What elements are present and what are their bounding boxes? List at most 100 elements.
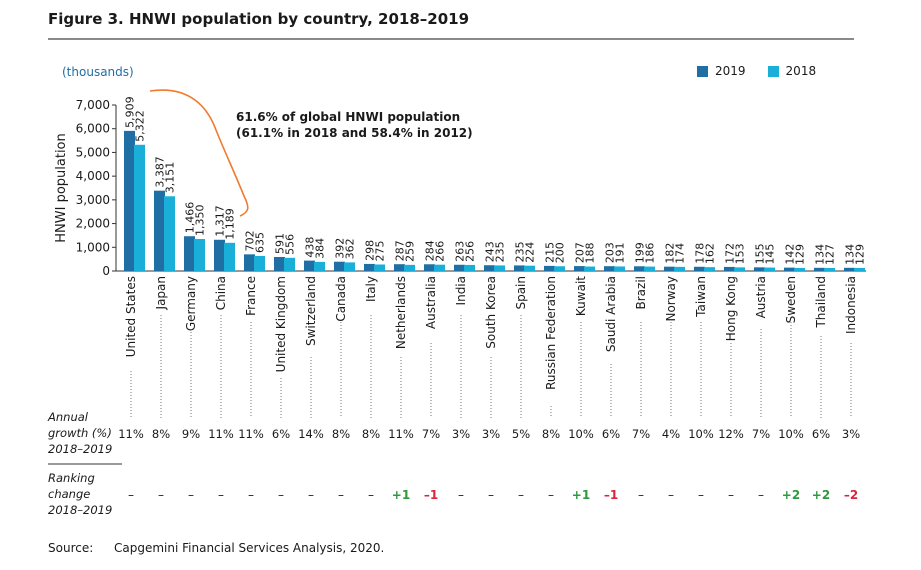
bar-2019-kuwait [574, 266, 585, 271]
bar-2018-spain [524, 265, 535, 271]
value-label-2018-sweden: 129 [794, 244, 807, 265]
value-label-2018-switzerland: 384 [314, 238, 327, 259]
value-label-2019-indonesia: 134 [844, 244, 857, 265]
value-label-2018-russian-federation: 200 [554, 242, 567, 263]
value-label-2018-italy: 275 [374, 240, 387, 261]
bar-2019-canada [334, 261, 345, 271]
value-label-2019-thailand: 134 [814, 244, 827, 265]
bar-2018-kuwait [584, 266, 595, 271]
bar-2018-italy [374, 264, 385, 271]
y-tick-label: 4,000 [76, 169, 110, 183]
units-label: (thousands) [62, 65, 134, 79]
value-label-2018-indonesia: 129 [854, 244, 867, 265]
y-tick-label: 5,000 [76, 145, 110, 159]
value-label-2019-south-korea: 243 [484, 241, 497, 262]
ranking-value-indonesia: –2 [844, 488, 858, 502]
value-label-2019-kuwait: 207 [574, 242, 587, 263]
value-label-2019-austria: 155 [754, 243, 767, 264]
bar-2018-south-korea [494, 265, 505, 271]
bar-2018-france [254, 255, 265, 271]
bar-2019-thailand [814, 267, 825, 271]
annotation-line2: (61.1% in 2018 and 58.4% in 2012) [236, 126, 473, 140]
category-label-italy: Italy [364, 276, 378, 302]
bar-2019-saudi-arabia [604, 266, 615, 271]
value-label-2018-south-korea: 235 [494, 241, 507, 262]
category-label-kuwait: Kuwait [574, 276, 588, 316]
value-label-2018-brazil: 186 [644, 243, 657, 264]
value-label-2018-australia: 266 [434, 241, 447, 262]
category-label-indonesia: Indonesia [844, 276, 858, 334]
growth-value-france: 11% [238, 427, 264, 441]
growth-value-sweden: 10% [778, 427, 804, 441]
value-label-2019-india: 263 [454, 241, 467, 262]
bar-2019-brazil [634, 266, 645, 271]
value-label-2019-italy: 298 [364, 240, 377, 261]
bar-2019-hong-kong [724, 266, 735, 271]
value-label-2019-russian-federation: 215 [544, 242, 557, 263]
ranking-value-united-states: – [128, 488, 134, 502]
bar-2019-france [244, 254, 255, 271]
ranking-value-kuwait: +1 [572, 488, 590, 502]
category-label-norway: Norway [664, 276, 678, 322]
ranking-value-taiwan: – [698, 488, 704, 502]
bar-2019-taiwan [694, 266, 705, 271]
growth-value-taiwan: 10% [688, 427, 714, 441]
value-label-2019-hong-kong: 172 [724, 243, 737, 264]
growth-value-indonesia: 3% [842, 427, 860, 441]
ranking-value-sweden: +2 [782, 488, 800, 502]
bar-2019-netherlands [394, 264, 405, 271]
growth-value-italy: 8% [362, 427, 380, 441]
bar-2018-india [464, 264, 475, 271]
bar-2019-indonesia [844, 267, 855, 271]
value-label-2018-taiwan: 162 [704, 243, 717, 264]
value-label-2019-taiwan: 178 [694, 243, 707, 264]
bar-2019-south-korea [484, 265, 495, 271]
y-tick-label: 6,000 [76, 122, 110, 136]
growth-value-south-korea: 3% [482, 427, 500, 441]
bar-2019-australia [424, 264, 435, 271]
ranking-value-italy: – [368, 488, 374, 502]
growth-value-netherlands: 11% [388, 427, 414, 441]
value-label-2019-france: 702 [244, 230, 257, 251]
ranking-value-australia: –1 [424, 488, 438, 502]
growth-value-hong-kong: 12% [718, 427, 744, 441]
ranking-value-thailand: +2 [812, 488, 830, 502]
growth-value-brazil: 7% [632, 427, 650, 441]
growth-value-saudi-arabia: 6% [602, 427, 620, 441]
ranking-label-line3: 2018–2019 [48, 503, 113, 517]
bar-2018-australia [434, 264, 445, 271]
legend-label-2018: 2018 [785, 64, 817, 78]
value-label-2018-hong-kong: 153 [734, 243, 747, 264]
growth-value-kuwait: 10% [568, 427, 594, 441]
bar-2019-switzerland [304, 260, 315, 271]
y-axis-title: HNWI population [54, 133, 69, 243]
growth-label-line1: Annual [48, 410, 88, 424]
chart-title: Figure 3. HNWI population by country, 20… [48, 10, 470, 28]
value-label-2018-thailand: 127 [824, 244, 837, 265]
category-label-hong-kong: Hong Kong [724, 276, 738, 341]
row-divider [48, 463, 122, 465]
category-label-brazil: Brazil [634, 276, 648, 310]
growth-value-russian-federation: 8% [542, 427, 560, 441]
value-label-2018-saudi-arabia: 191 [614, 242, 627, 263]
bar-2018-indonesia [854, 267, 865, 271]
growth-value-austria: 7% [752, 427, 770, 441]
bar-2018-austria [764, 267, 775, 271]
bar-2018-hong-kong [734, 267, 745, 271]
growth-value-germany: 9% [182, 427, 200, 441]
legend-item-2018: 2018 [767, 64, 817, 78]
bar-2018-taiwan [704, 267, 715, 271]
ranking-value-south-korea: – [488, 488, 494, 502]
value-label-2018-netherlands: 259 [404, 241, 417, 262]
bar-2019-united-states [124, 130, 135, 271]
growth-row-label: Annual growth (%) 2018–2019 [48, 409, 112, 457]
category-label-australia: Australia [424, 276, 438, 329]
legend-item-2019: 2019 [697, 64, 746, 78]
ranking-value-germany: – [188, 488, 194, 502]
value-label-2019-switzerland: 438 [304, 237, 317, 258]
bar-2018-thailand [824, 267, 835, 271]
growth-value-canada: 8% [332, 427, 350, 441]
bar-2018-netherlands [404, 264, 415, 271]
growth-value-china: 11% [208, 427, 234, 441]
title-divider [48, 38, 854, 40]
